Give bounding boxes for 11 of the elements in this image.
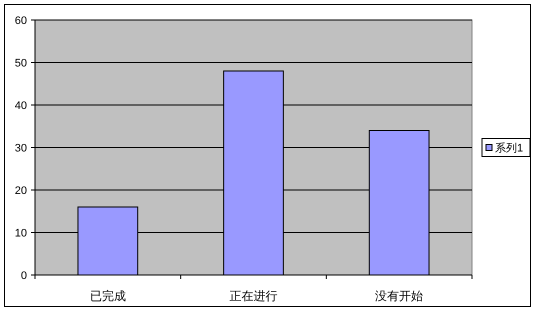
x-tick-label: 正在进行 [230, 289, 278, 303]
y-tick-label: 40 [14, 100, 27, 112]
y-tick-label: 10 [14, 228, 27, 240]
legend-label: 系列1 [495, 142, 524, 154]
y-tick-label: 50 [14, 58, 27, 70]
y-tick-label: 20 [14, 185, 27, 197]
y-tick-label: 60 [14, 15, 27, 27]
y-tick-label: 0 [20, 270, 27, 282]
x-tick-label: 已完成 [90, 289, 126, 303]
y-tick-label: 30 [14, 142, 27, 154]
x-tick-label: 没有开始 [375, 289, 424, 303]
